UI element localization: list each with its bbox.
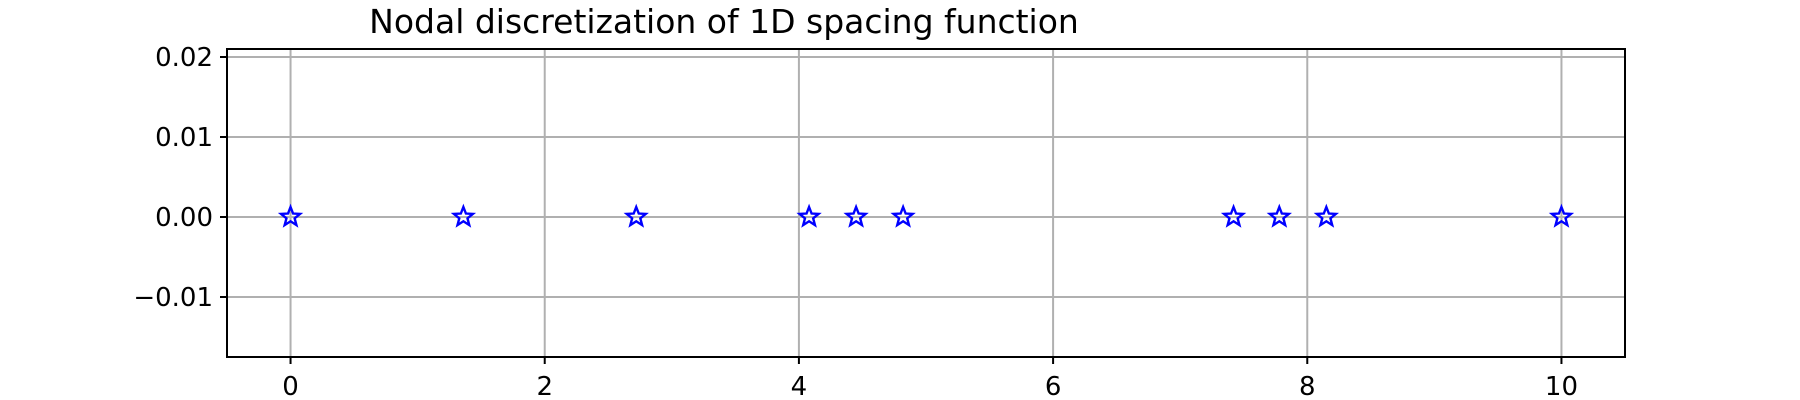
y-tick-label: 0.02 (155, 43, 213, 73)
data-point (843, 203, 869, 228)
grid (227, 49, 1625, 357)
data-point (450, 203, 477, 228)
x-tick-label: 6 (1045, 372, 1062, 400)
plot-frame (226, 48, 1626, 358)
data-point (796, 203, 822, 228)
y-tick-label: 0.00 (155, 203, 213, 233)
data-points (277, 203, 1575, 228)
x-tick-label: 10 (1545, 372, 1578, 400)
data-point (623, 203, 649, 228)
axis-ticks: 0 2 4 6 8 10 0.02 0.01 0.00 −0.01 (133, 43, 1578, 400)
x-tick-label: 0 (282, 372, 299, 400)
data-point (1266, 203, 1292, 228)
x-tick-label: 4 (791, 372, 808, 400)
data-point (277, 203, 304, 228)
data-point (1220, 203, 1247, 228)
chart-title: Nodal discretization of 1D spacing funct… (369, 2, 1079, 41)
data-point (1548, 203, 1575, 228)
y-tick-label: −0.01 (133, 283, 213, 313)
y-tick-label: 0.01 (155, 123, 213, 153)
x-tick-label: 2 (536, 372, 553, 400)
data-point (890, 203, 916, 228)
x-tick-label: 8 (1299, 372, 1316, 400)
data-point (1313, 203, 1340, 228)
